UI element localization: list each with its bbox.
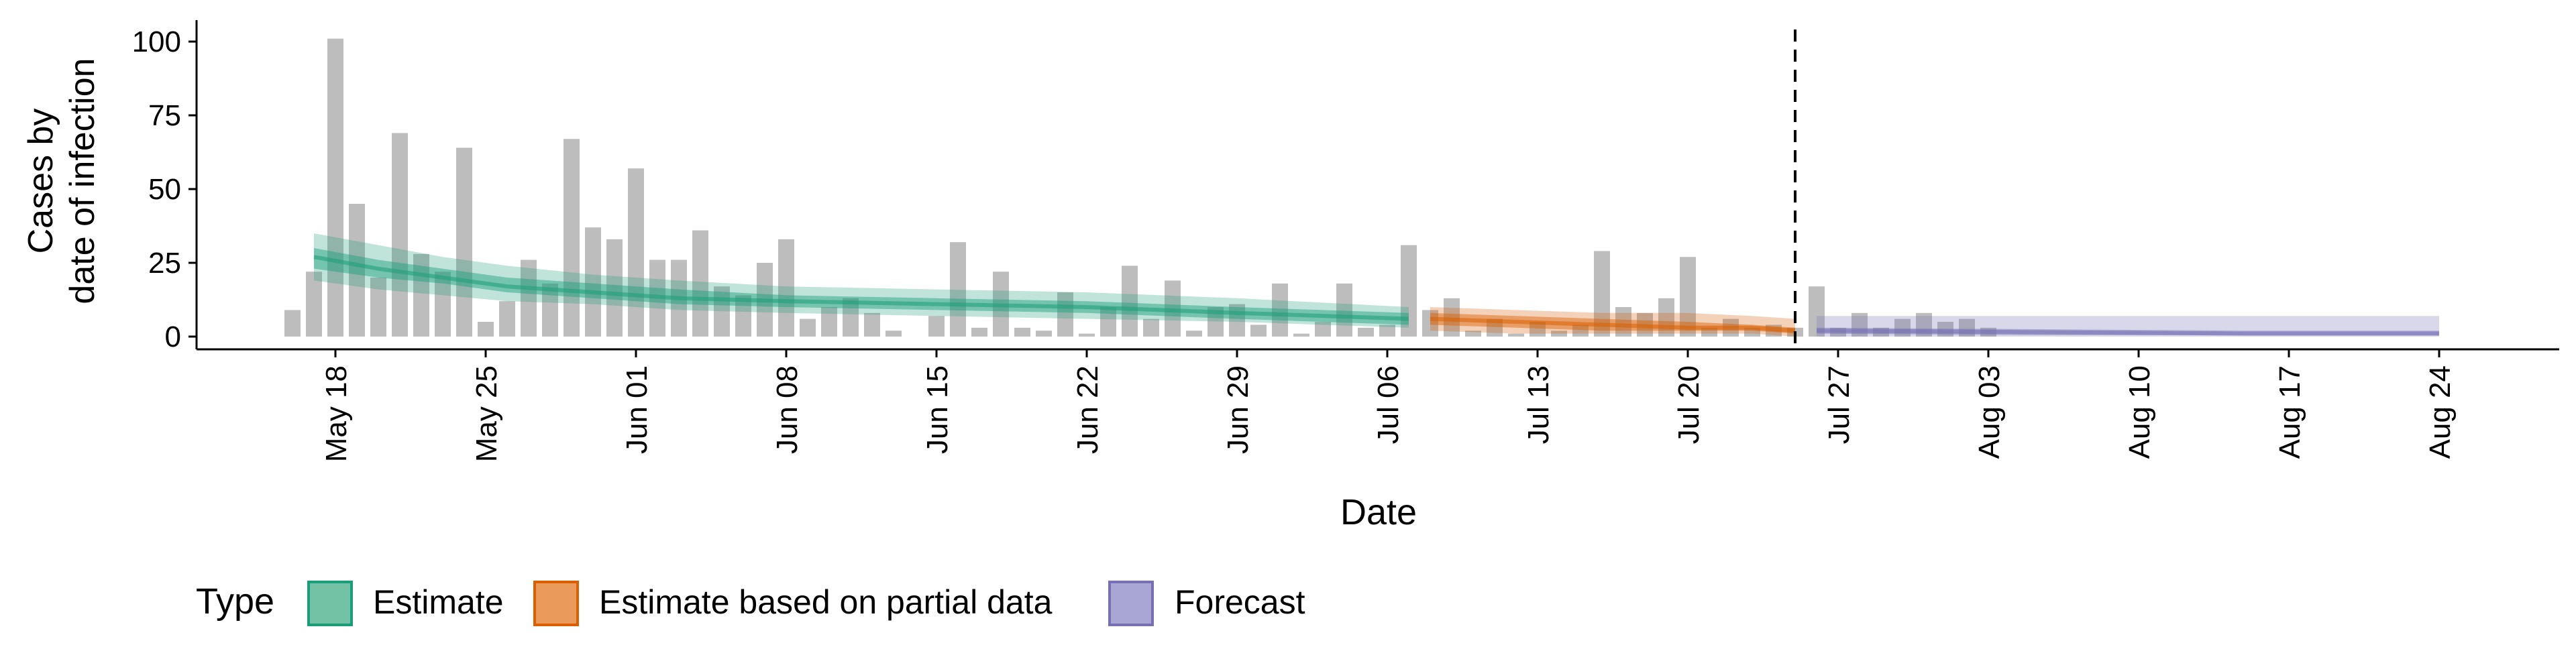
case-bar bbox=[284, 310, 301, 337]
case-bar bbox=[1079, 334, 1095, 337]
x-tick-label: Jul 20 bbox=[1672, 365, 1705, 444]
legend: Type Estimate Estimate based on partial … bbox=[196, 581, 1305, 625]
case-bar bbox=[499, 301, 515, 337]
legend-key-partial bbox=[535, 582, 578, 625]
case-bar bbox=[628, 168, 644, 337]
case-bar bbox=[392, 133, 408, 337]
x-tick-label: May 25 bbox=[470, 365, 503, 462]
y-tick-label: 25 bbox=[148, 247, 181, 280]
y-tick-label: 100 bbox=[132, 25, 181, 58]
case-bar bbox=[1036, 331, 1052, 337]
x-tick-label: Aug 03 bbox=[1973, 365, 2006, 459]
x-tick-label: Jun 08 bbox=[771, 365, 804, 454]
legend-key-estimate bbox=[309, 582, 352, 625]
case-bar bbox=[1358, 328, 1374, 337]
legend-title: Type bbox=[196, 581, 274, 622]
x-tick-label: Jun 01 bbox=[621, 365, 653, 454]
y-ticks: 0 25 50 75 100 bbox=[132, 25, 197, 353]
case-bar bbox=[1508, 334, 1524, 337]
x-tick-label: Aug 24 bbox=[2424, 365, 2457, 459]
case-bar bbox=[928, 316, 945, 337]
x-tick-label: Jun 22 bbox=[1071, 365, 1104, 454]
case-bar bbox=[1293, 334, 1309, 337]
x-tick-label: Aug 17 bbox=[2273, 365, 2306, 459]
case-bar bbox=[327, 39, 343, 337]
case-bar bbox=[1014, 328, 1030, 337]
x-axis-title: Date bbox=[1340, 492, 1417, 532]
y-tick-label: 75 bbox=[148, 99, 181, 132]
legend-key-forecast bbox=[1110, 582, 1152, 625]
case-bar bbox=[971, 328, 987, 337]
x-tick-label: Jul 06 bbox=[1372, 365, 1405, 444]
legend-label-forecast: Forecast bbox=[1175, 583, 1305, 621]
legend-label-partial: Estimate based on partial data bbox=[599, 583, 1053, 621]
case-bar bbox=[800, 319, 816, 337]
x-tick-label: May 18 bbox=[320, 365, 353, 462]
x-tick-label: Jul 13 bbox=[1522, 365, 1555, 444]
y-axis-label-line-2: date of infection bbox=[63, 58, 102, 304]
case-bar bbox=[950, 242, 966, 337]
x-tick-label: Aug 10 bbox=[2123, 365, 2156, 459]
x-tick-label: Jun 15 bbox=[921, 365, 954, 454]
y-axis-label-line-1: Cases by bbox=[21, 109, 60, 254]
case-bar bbox=[1250, 325, 1267, 337]
case-bar bbox=[306, 272, 322, 337]
legend-label-estimate: Estimate bbox=[373, 583, 504, 621]
case-bar bbox=[885, 331, 902, 337]
case-bar bbox=[478, 322, 494, 337]
case-bar bbox=[1186, 331, 1202, 337]
y-tick-label: 50 bbox=[148, 173, 181, 206]
case-bar bbox=[864, 313, 880, 337]
case-bar bbox=[456, 148, 472, 337]
case-bar bbox=[1143, 319, 1159, 337]
x-ticks: May 18 May 25 Jun 01 Jun 08 Jun 15 Jun 22 Jun … bbox=[320, 349, 2457, 462]
x-tick-label: Jul 27 bbox=[1823, 365, 1856, 444]
case-bar bbox=[564, 139, 580, 337]
x-tick-label: Jun 29 bbox=[1222, 365, 1254, 454]
y-tick-label: 0 bbox=[165, 320, 181, 353]
